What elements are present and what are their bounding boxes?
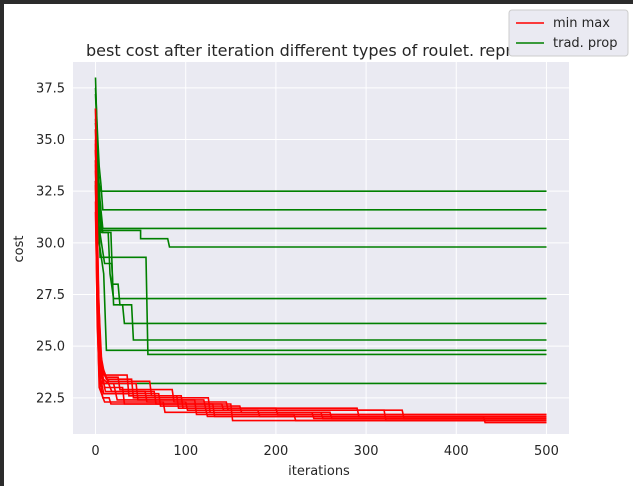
series-trad-prop-run-7 [94, 129, 547, 341]
y-tick-label: 32.5 [36, 185, 65, 200]
y-tick-label: 27.5 [36, 288, 65, 303]
y-tick-label: 30.0 [36, 236, 65, 251]
x-tick-label: 100 [173, 444, 198, 459]
series-min-max-run-12 [94, 211, 547, 420]
x-tick-label: 400 [444, 444, 469, 459]
legend: min max trad. prop [508, 9, 629, 57]
plot-area-background [73, 62, 569, 434]
series-layer [94, 77, 547, 424]
y-tick-label: 35.0 [36, 133, 65, 148]
y-tick-labels: 22.5 25.0 27.5 30.0 32.5 35.0 37.5 [36, 81, 65, 406]
x-tick-label: 300 [354, 444, 379, 459]
y-tick-label: 22.5 [36, 391, 65, 406]
window-frame-left [0, 0, 4, 486]
legend-box [508, 9, 629, 57]
x-axis-label: iterations [288, 464, 350, 479]
x-tick-labels: 0 100 200 300 400 500 [91, 444, 558, 459]
x-tick-label: 500 [534, 444, 559, 459]
window-frame-top [0, 0, 633, 4]
x-tick-label: 0 [91, 444, 99, 459]
y-tick-label: 37.5 [36, 81, 65, 96]
legend-label-min-max: min max [553, 16, 610, 31]
chart-title: best cost after iteration different type… [86, 41, 537, 60]
x-tick-label: 200 [263, 444, 288, 459]
y-tick-label: 25.0 [36, 340, 65, 355]
series-min-max-run-8 [94, 143, 547, 420]
y-axis-label: cost [12, 236, 27, 263]
series-min-max-run-11 [94, 164, 547, 422]
legend-label-trad-prop: trad. prop [553, 36, 617, 51]
